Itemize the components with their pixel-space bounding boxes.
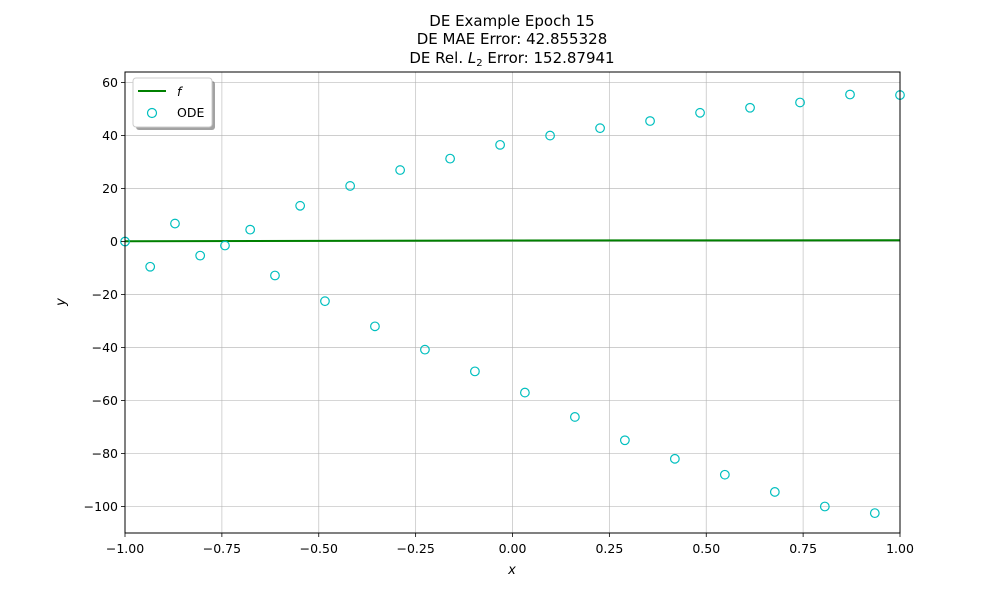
ode-point bbox=[270, 270, 280, 281]
chart-title-line3-subscript: 2 bbox=[476, 58, 482, 69]
x-tick-label: −0.75 bbox=[203, 541, 241, 556]
ode-point bbox=[545, 130, 555, 141]
x-tick-label: −1.00 bbox=[106, 541, 144, 556]
chart-title-line3-prefix: DE Rel. bbox=[409, 49, 467, 67]
y-axis-label: y bbox=[54, 298, 69, 307]
y-tick-label: −60 bbox=[92, 393, 118, 408]
ode-point bbox=[220, 240, 230, 251]
ode-point bbox=[669, 453, 680, 464]
ode-point bbox=[645, 116, 655, 126]
ode-point bbox=[295, 200, 306, 211]
x-tick-label: −0.50 bbox=[300, 541, 338, 556]
ode-point bbox=[619, 435, 630, 446]
ode-point bbox=[420, 344, 430, 355]
x-tick-label: 0.00 bbox=[499, 541, 527, 556]
y-tick-label: 0 bbox=[110, 234, 118, 249]
x-tick-label: −0.25 bbox=[396, 541, 434, 556]
ode-point bbox=[470, 366, 480, 377]
y-tick-label: −80 bbox=[92, 446, 118, 461]
ode-point bbox=[595, 123, 605, 134]
chart-title-line3-suffix: Error: 152.87941 bbox=[483, 49, 615, 67]
y-tick-label: 20 bbox=[102, 181, 118, 196]
series-f-line bbox=[124, 239, 901, 243]
legend: f ODE bbox=[132, 77, 215, 130]
ode-point bbox=[745, 102, 755, 113]
x-tick-label: 1.00 bbox=[886, 541, 914, 556]
ode-point bbox=[795, 97, 805, 108]
ode-point bbox=[370, 321, 380, 332]
ode-point bbox=[695, 107, 705, 118]
legend-f-label: f bbox=[177, 84, 183, 99]
ode-point bbox=[869, 508, 880, 519]
ode-point bbox=[145, 261, 156, 272]
ode-point bbox=[245, 224, 256, 235]
ode-point bbox=[520, 387, 530, 398]
ode-point bbox=[495, 139, 506, 150]
chart-title-line1: DE Example Epoch 15 bbox=[429, 12, 594, 30]
y-tick-label: −100 bbox=[84, 499, 118, 514]
ode-point bbox=[569, 412, 580, 422]
x-tick-label: 0.75 bbox=[789, 541, 817, 556]
x-tick-label: 0.50 bbox=[692, 541, 720, 556]
tick-layer: −1.00 −0.75 −0.50 −0.25 0.00 0.25 0.50 0.75 1.00… bbox=[84, 75, 914, 556]
chart-title-line3-symbol: L bbox=[468, 49, 476, 67]
legend-ode-swatch bbox=[146, 107, 158, 119]
y-tick-label: −40 bbox=[92, 340, 118, 355]
ode-point bbox=[719, 469, 730, 480]
ode-point bbox=[769, 487, 780, 497]
ode-point bbox=[345, 181, 356, 191]
ode-point bbox=[170, 218, 180, 229]
chart-title-line3: DE Rel. L2 Error: 152.87941 bbox=[409, 49, 614, 69]
ode-point bbox=[395, 165, 406, 175]
ode-point bbox=[845, 89, 855, 100]
x-tick-label: 0.25 bbox=[595, 541, 623, 556]
ode-point bbox=[819, 501, 830, 512]
legend-ode-label: ODE bbox=[177, 105, 204, 120]
ode-point bbox=[195, 250, 206, 261]
chart-title-line2: DE MAE Error: 42.855328 bbox=[417, 30, 607, 48]
ode-point bbox=[445, 153, 456, 164]
y-tick-label: 40 bbox=[102, 128, 118, 143]
y-tick-label: 60 bbox=[102, 75, 118, 90]
y-tick-label: −20 bbox=[92, 287, 118, 302]
x-axis-label: x bbox=[507, 563, 516, 578]
series-layer bbox=[120, 89, 905, 519]
ode-point bbox=[320, 296, 330, 307]
